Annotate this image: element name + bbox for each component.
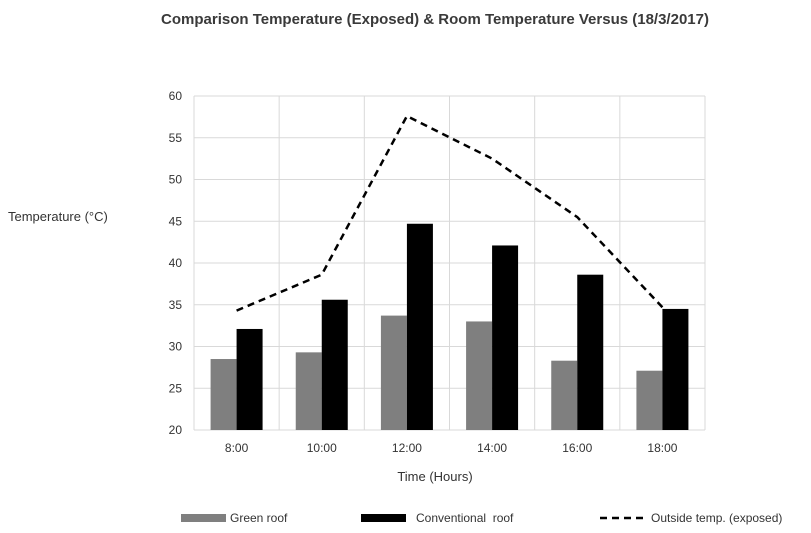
x-tick-label: 12:00 xyxy=(392,441,422,455)
y-tick-label: 60 xyxy=(169,89,183,103)
outside-temp-line-layer xyxy=(236,114,664,312)
y-tick-label: 55 xyxy=(169,131,183,145)
chart-title: Comparison Temperature (Exposed) & Room … xyxy=(161,11,709,28)
legend-label-conventional-roof: Conventional roof xyxy=(416,511,514,525)
bar-conventional-roof-0 xyxy=(236,328,263,430)
bar-conventional-roof-3 xyxy=(492,245,519,430)
y-tick-label: 40 xyxy=(169,256,183,270)
y-tick-label: 30 xyxy=(169,340,183,354)
legend-label-green-roof: Green roof xyxy=(230,511,288,525)
gridlines xyxy=(193,95,706,431)
bar-green-roof-4 xyxy=(551,360,578,430)
legend-label-outside-temp: Outside temp. (exposed) xyxy=(651,511,782,525)
outside-temp-line xyxy=(236,114,664,312)
x-tick-labels: 8:00 10:00 12:00 14:00 16:00 18:00 xyxy=(225,441,678,455)
bar-green-roof-0 xyxy=(210,359,237,430)
bar-conventional-roof-4 xyxy=(577,274,604,430)
x-tick-label: 10:00 xyxy=(307,441,337,455)
bar-green-roof-2 xyxy=(380,315,407,430)
y-tick-label: 45 xyxy=(169,214,183,228)
y-tick-label: 35 xyxy=(169,298,183,312)
x-tick-label: 14:00 xyxy=(477,441,507,455)
y-tick-label: 25 xyxy=(169,381,183,395)
legend: Green roof Conventional roof Outside tem… xyxy=(181,511,782,525)
y-axis-label: Temperature (°C) xyxy=(8,209,108,224)
bars xyxy=(210,223,689,430)
bar-conventional-roof-1 xyxy=(321,299,348,430)
bar-green-roof-5 xyxy=(636,370,663,430)
legend-swatch-conventional-roof xyxy=(361,514,406,522)
y-tick-label: 20 xyxy=(169,423,183,437)
bar-conventional-roof-5 xyxy=(662,308,689,430)
bar-green-roof-1 xyxy=(295,352,322,430)
x-tick-label: 16:00 xyxy=(562,441,592,455)
y-tick-labels: 20 25 30 35 40 45 50 55 60 xyxy=(169,89,183,437)
x-tick-label: 18:00 xyxy=(647,441,677,455)
y-tick-label: 50 xyxy=(169,173,183,187)
x-tick-label: 8:00 xyxy=(225,441,249,455)
bar-conventional-roof-2 xyxy=(406,223,433,430)
bar-green-roof-3 xyxy=(466,321,493,430)
legend-swatch-green-roof xyxy=(181,514,226,522)
x-axis-label: Time (Hours) xyxy=(397,469,472,484)
